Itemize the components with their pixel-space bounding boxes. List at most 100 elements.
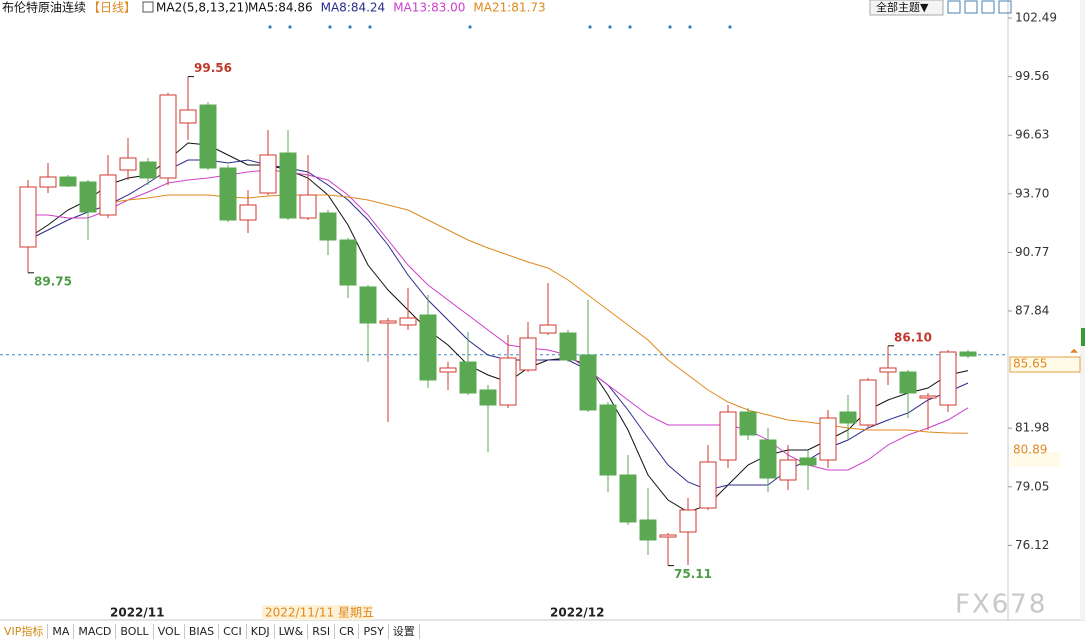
candle-body xyxy=(79,181,97,213)
toolbar-tab[interactable]: MACD xyxy=(74,624,117,639)
candle-body xyxy=(819,417,837,461)
candle-body xyxy=(199,104,217,169)
side-marker xyxy=(1081,328,1085,346)
x-tick-label: 2022/12 xyxy=(550,606,604,620)
y-tick-label: 81.98 xyxy=(1015,421,1049,435)
period-label: 【日线】 xyxy=(88,1,136,15)
event-dots xyxy=(268,25,732,29)
legend-entry: MA13:83.00 xyxy=(393,1,465,15)
y-tick-label: 93.70 xyxy=(1015,186,1049,200)
current-price-arrow xyxy=(1070,348,1078,353)
indicator-icon[interactable] xyxy=(142,1,154,13)
candle-body xyxy=(139,161,157,179)
crosshair-date: 2022/11/11 星期五 xyxy=(265,606,374,620)
candle-body xyxy=(99,174,117,216)
crosshair-date-box xyxy=(262,605,372,620)
toolbar-tab[interactable]: CCI xyxy=(219,624,247,639)
candle-body xyxy=(339,239,357,286)
candle-body xyxy=(779,459,797,481)
y-tick-label: 99.56 xyxy=(1015,69,1049,83)
ma-line xyxy=(28,169,969,471)
candle-body xyxy=(879,367,897,373)
candle-body xyxy=(159,94,177,179)
candle-body xyxy=(239,204,257,221)
candle-body xyxy=(399,317,417,326)
candle-body xyxy=(59,176,77,187)
candle-body xyxy=(599,404,617,476)
toolbar-tab[interactable]: BOLL xyxy=(116,624,154,639)
toolbar-tab[interactable]: VIP指标 xyxy=(0,624,49,639)
candle-body xyxy=(799,457,817,466)
toolbar-tab[interactable]: MA xyxy=(48,624,75,639)
candle-body xyxy=(479,389,497,406)
toolbar-tab[interactable]: VOL xyxy=(154,624,185,639)
candle-body xyxy=(299,194,317,219)
candle-body xyxy=(899,371,917,394)
toolbar-tab[interactable]: RSI xyxy=(308,624,336,639)
candle-body xyxy=(439,367,457,373)
candle-body xyxy=(619,474,637,523)
candle-body xyxy=(679,509,697,533)
candle-body xyxy=(959,351,977,357)
toolbar-tab[interactable]: 设置 xyxy=(389,624,420,639)
theme-button[interactable] xyxy=(869,0,944,16)
current-price-box xyxy=(1009,356,1081,373)
annotation-label: 99.56 xyxy=(194,61,232,75)
candle-body xyxy=(739,411,757,436)
candle-body xyxy=(19,186,37,248)
candle-body xyxy=(939,351,957,406)
zoom-buttons[interactable] xyxy=(947,0,1012,14)
candle-body xyxy=(919,395,937,399)
candle-body xyxy=(279,152,297,219)
marker-price-box xyxy=(1010,452,1060,467)
toolbar-tab[interactable]: LW& xyxy=(275,624,309,639)
y-tick-label: 79.05 xyxy=(1015,479,1049,493)
side-panel xyxy=(1080,0,1085,620)
candle-body xyxy=(379,320,397,324)
marker-price-label: 80.89 xyxy=(1013,443,1047,457)
x-tick-label: 2022/11 xyxy=(110,606,164,620)
candle-body xyxy=(259,154,277,194)
toolbar-tab[interactable]: CR xyxy=(335,624,360,639)
candle-body xyxy=(39,176,57,188)
candle-body xyxy=(839,411,857,424)
y-tick-label: 87.84 xyxy=(1015,304,1049,318)
annotation-label: 89.75 xyxy=(34,274,72,288)
candle-body xyxy=(419,314,437,381)
watermark: FX678 xyxy=(955,590,1047,620)
toolbar-tab[interactable]: KDJ xyxy=(247,624,275,639)
candle-body xyxy=(579,354,597,411)
y-tick-label: 76.12 xyxy=(1015,538,1049,552)
candle-body xyxy=(499,357,517,406)
candle-body xyxy=(119,157,137,171)
legend-entry: MA8:84.24 xyxy=(321,1,386,15)
indicator-label: MA2(5,8,13,21) xyxy=(156,1,249,15)
candle-body xyxy=(519,337,537,371)
legend-entry: MA5:84.86 xyxy=(248,1,313,15)
current-price-label: 85.65 xyxy=(1013,356,1047,370)
candle-body xyxy=(359,286,377,324)
ma-line xyxy=(27,142,969,513)
y-tick-label: 102.49 xyxy=(1015,11,1057,25)
candle-body xyxy=(859,379,877,426)
annotation-label: 75.11 xyxy=(674,567,712,581)
theme-button-label: 全部主题▼ xyxy=(876,0,929,14)
y-tick-label: 90.77 xyxy=(1015,245,1049,259)
y-tick-label: 96.63 xyxy=(1015,128,1049,142)
candle-body xyxy=(219,167,237,221)
toolbar-tab[interactable]: PSY xyxy=(359,624,389,639)
candle-body xyxy=(719,411,737,461)
candle-body xyxy=(699,461,717,509)
annotation-label: 86.10 xyxy=(894,330,932,344)
candle-body xyxy=(659,534,677,538)
toolbar-tab[interactable]: BIAS xyxy=(185,624,220,639)
candle-body xyxy=(319,212,337,241)
candle-body xyxy=(459,361,477,394)
candle-body xyxy=(539,324,557,334)
chart-title: 布伦特原油连续 xyxy=(2,0,86,15)
legend-entry: MA21:81.73 xyxy=(473,1,545,15)
candle-body xyxy=(639,519,657,541)
